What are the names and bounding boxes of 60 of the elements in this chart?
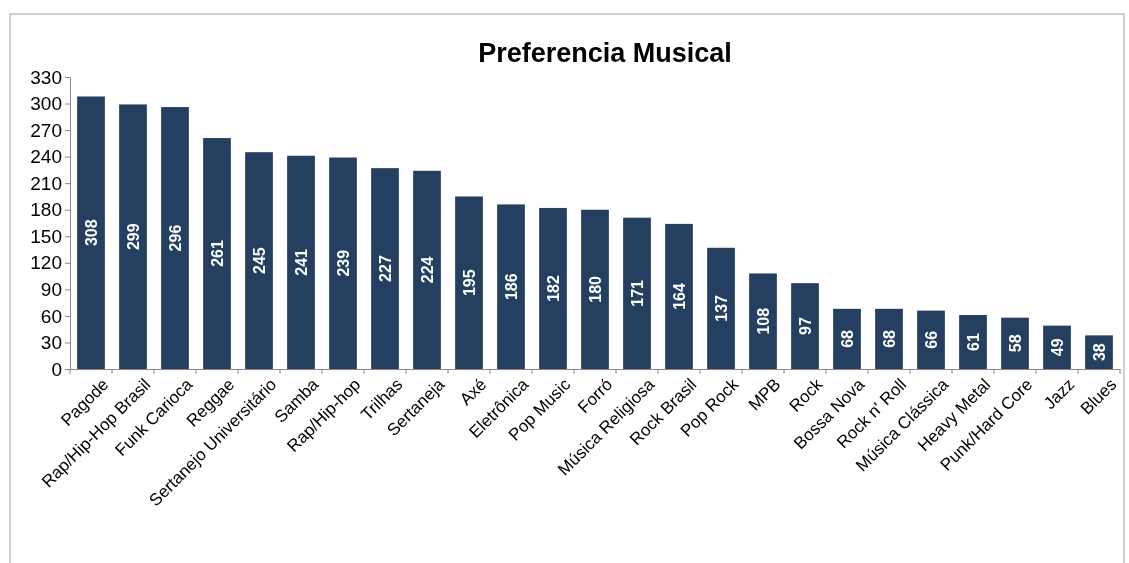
y-tick-label: 120 bbox=[30, 252, 62, 274]
chart-title: Preferencia Musical bbox=[478, 38, 732, 68]
y-tick-label: 0 bbox=[51, 358, 62, 380]
bar bbox=[371, 168, 399, 369]
bar bbox=[791, 283, 819, 369]
bar bbox=[539, 207, 567, 369]
bar bbox=[623, 217, 651, 369]
y-tick-label: 300 bbox=[30, 93, 62, 115]
data-label: 137 bbox=[713, 294, 730, 322]
data-label: 171 bbox=[629, 279, 646, 307]
bar bbox=[749, 273, 777, 369]
data-label: 186 bbox=[503, 273, 520, 301]
data-label: 180 bbox=[587, 275, 604, 303]
bar bbox=[119, 104, 147, 369]
data-label: 164 bbox=[671, 283, 688, 310]
bar bbox=[455, 196, 483, 369]
data-label: 296 bbox=[167, 224, 184, 252]
y-tick-label: 90 bbox=[40, 278, 62, 300]
y-tick-label: 270 bbox=[30, 119, 62, 141]
data-label: 66 bbox=[923, 330, 940, 349]
bar bbox=[833, 308, 861, 369]
bar bbox=[665, 223, 693, 369]
data-label: 49 bbox=[1049, 338, 1066, 357]
y-tick-label: 180 bbox=[30, 199, 62, 221]
data-label: 38 bbox=[1091, 343, 1108, 362]
data-label: 97 bbox=[797, 317, 814, 335]
data-label: 245 bbox=[251, 247, 268, 274]
data-label: 61 bbox=[965, 333, 982, 351]
y-tick-label: 210 bbox=[30, 172, 62, 194]
bar bbox=[413, 170, 441, 369]
bar bbox=[329, 157, 357, 369]
data-label: 58 bbox=[1007, 334, 1024, 353]
data-label: 299 bbox=[125, 223, 142, 251]
y-tick-label: 30 bbox=[40, 332, 62, 354]
data-label: 239 bbox=[335, 249, 352, 277]
bar bbox=[707, 247, 735, 369]
bar bbox=[497, 204, 525, 369]
data-label: 241 bbox=[293, 248, 310, 276]
data-label: 308 bbox=[83, 219, 100, 247]
bar bbox=[287, 155, 315, 369]
bar bbox=[203, 138, 231, 369]
data-label: 227 bbox=[377, 255, 394, 282]
data-label: 108 bbox=[755, 307, 772, 335]
data-label: 182 bbox=[545, 275, 562, 302]
data-label: 68 bbox=[839, 329, 856, 348]
y-tick-label: 240 bbox=[30, 146, 62, 168]
bar bbox=[917, 310, 945, 369]
data-label: 224 bbox=[419, 256, 436, 284]
data-label: 195 bbox=[461, 269, 478, 297]
bar bbox=[245, 152, 273, 369]
bar bbox=[77, 96, 105, 369]
bar bbox=[581, 209, 609, 369]
bar bbox=[161, 107, 189, 369]
data-label: 68 bbox=[881, 329, 898, 348]
y-tick-label: 150 bbox=[30, 225, 62, 247]
bar bbox=[959, 315, 987, 369]
bar bbox=[875, 308, 903, 369]
data-label: 261 bbox=[209, 240, 226, 267]
y-tick-label: 330 bbox=[30, 66, 62, 88]
y-tick-label: 60 bbox=[40, 305, 62, 327]
